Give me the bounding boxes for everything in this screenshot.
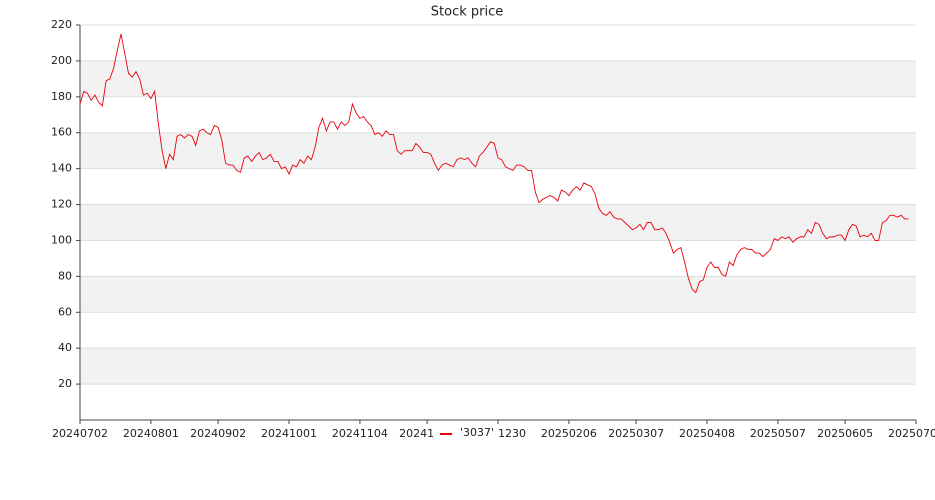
x-tick-label: 20240702 — [52, 427, 108, 440]
y-tick-label: 180 — [51, 90, 72, 103]
price-line — [79, 33, 909, 294]
x-tick-label: 20250206 — [541, 427, 597, 440]
y-tick-label: 40 — [58, 341, 72, 354]
x-tick-label: 20241104 — [332, 427, 388, 440]
legend-box — [435, 425, 499, 443]
y-tick-label: 100 — [51, 233, 72, 246]
x-tick-label: 20250307 — [608, 427, 664, 440]
x-tick-label: 20241001 — [261, 427, 317, 440]
y-tick-label: 60 — [58, 305, 72, 318]
grid-band — [80, 204, 916, 241]
x-tick-label: 20250507 — [750, 427, 806, 440]
y-tick-label: 140 — [51, 162, 72, 175]
y-tick-label: 80 — [58, 269, 72, 282]
legend: '3037' — [435, 425, 499, 443]
y-tick-label: 160 — [51, 126, 72, 139]
x-tick-label: 20250408 — [679, 427, 735, 440]
y-tick-label: 20 — [58, 377, 72, 390]
y-tick-label: 120 — [51, 198, 72, 211]
y-tick-label: 200 — [51, 54, 72, 67]
x-tick-label: 20250704 — [888, 427, 935, 440]
grid-band — [80, 348, 916, 385]
x-tick-label: 20250605 — [817, 427, 873, 440]
x-tick-label: 20240902 — [190, 427, 246, 440]
y-tick-label: 220 — [51, 18, 72, 31]
grid-band — [80, 60, 916, 97]
grid-band — [80, 276, 916, 313]
x-tick-label: 20240801 — [123, 427, 179, 440]
legend-label: '3037' — [460, 426, 494, 439]
chart-title: Stock price — [431, 5, 503, 20]
grid-band — [80, 132, 916, 169]
